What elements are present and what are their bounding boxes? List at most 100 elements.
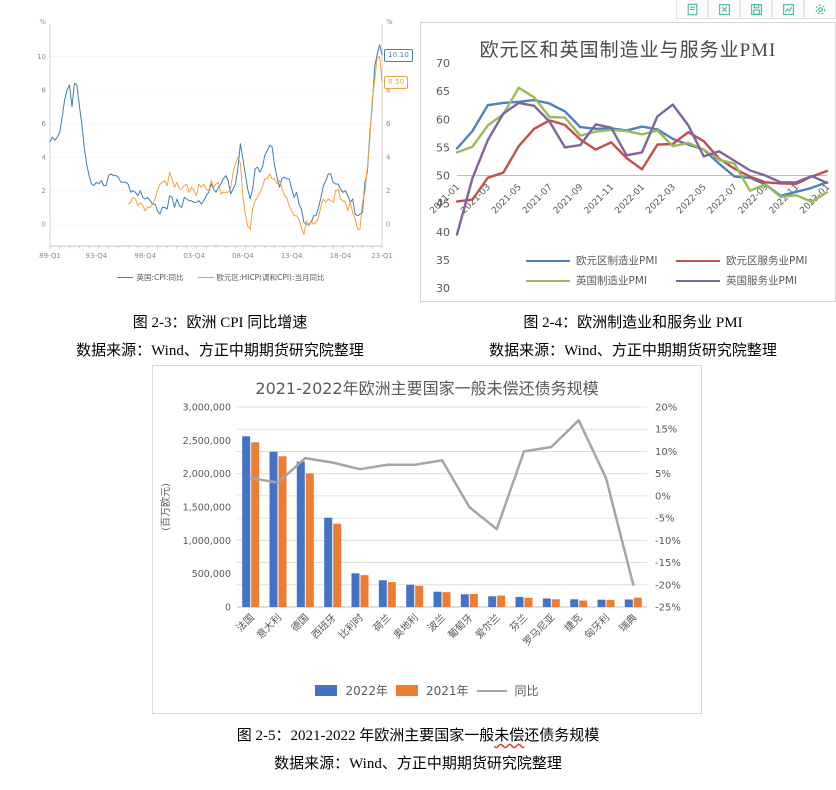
svg-text:0: 0: [386, 221, 390, 229]
fig25-caption: 图 2-5：2021-2022 年欧洲主要国家一般未偿还债务规模: [0, 724, 836, 745]
y2022-bar-swatch: [315, 685, 338, 696]
svg-text:8: 8: [42, 87, 46, 95]
svg-text:2,000,000: 2,000,000: [183, 469, 231, 480]
svg-text:2022-11: 2022-11: [768, 183, 802, 217]
svg-text:18-Q4: 18-Q4: [330, 252, 352, 260]
y2021-bar-swatch: [395, 685, 418, 696]
svg-text:1,000,000: 1,000,000: [183, 536, 231, 547]
legend-label: 欧元区制造业PMI: [576, 255, 658, 267]
svg-text:2021-11: 2021-11: [583, 183, 617, 217]
svg-text:0: 0: [42, 221, 46, 229]
svg-text:%: %: [39, 18, 46, 26]
svg-text:西班牙: 西班牙: [309, 612, 339, 642]
svg-text:匈牙利: 匈牙利: [582, 611, 612, 641]
excel-export-icon[interactable]: [708, 0, 740, 19]
svg-text:波兰: 波兰: [425, 611, 448, 634]
svg-text:2: 2: [42, 187, 46, 195]
svg-text:500,000: 500,000: [192, 569, 231, 580]
debt-legend: 2022年 2021年 同比: [153, 682, 701, 699]
fig25-caption-prefix: 图 2-5：2021-2022 年欧洲主要国家一般: [236, 728, 495, 744]
svg-text:4: 4: [386, 154, 391, 162]
svg-text:2,500,000: 2,500,000: [183, 436, 231, 447]
svg-text:65: 65: [436, 85, 450, 98]
svg-text:德国: 德国: [288, 611, 311, 634]
svg-text:2021-01: 2021-01: [428, 183, 462, 217]
svg-text:13-Q4: 13-Q4: [281, 252, 303, 260]
svg-text:意大利: 意大利: [254, 611, 284, 641]
fig25-caption-marked: 未偿: [494, 728, 525, 744]
svg-text:5%: 5%: [655, 469, 671, 480]
debt-chart-svg: 20% 15% 10% 5% 0% -5% -10% -15% -20% -25% 0 500,000…: [160, 403, 681, 649]
svg-text:30: 30: [436, 282, 450, 295]
legend-label: 同比: [514, 684, 539, 698]
uk-mfg-line-swatch: [526, 279, 570, 282]
legend-label: 欧元区:HICP(调和CPI):当月同比: [216, 273, 325, 282]
legend-item-eurozone-mfg: 欧元区制造业PMI: [526, 253, 676, 268]
fig24-source: 数据来源：Wind、方正中期期货研究院整理: [489, 343, 777, 359]
svg-text:8: 8: [386, 87, 390, 95]
edit-chart-icon[interactable]: [772, 0, 804, 19]
svg-text:2: 2: [386, 187, 390, 195]
svg-text:1,500,000: 1,500,000: [183, 503, 231, 514]
svg-text:葡萄牙: 葡萄牙: [445, 611, 475, 641]
legend-item-uk-svc: 英国服务业PMI: [676, 273, 826, 288]
eurozone-svc-line-swatch: [676, 259, 720, 262]
svg-text:-10%: -10%: [655, 536, 681, 547]
cpi-chart-svg: 00224466881010%%89-Q193-Q498-Q403-Q408-Q…: [37, 18, 395, 260]
svg-text:法国: 法国: [233, 611, 256, 634]
svg-text:2022-07: 2022-07: [706, 183, 740, 217]
legend-item-eurozone-hicp: 欧元区:HICP(调和CPI):当月同比: [197, 272, 325, 283]
cpi-chart: 00224466881010%%89-Q193-Q498-Q403-Q408-Q…: [24, 16, 418, 298]
debt-chart-panel: 2021-2022年欧洲主要国家一般未偿还债务规模 20% 15% 10% 5% 0% -…: [152, 365, 702, 714]
svg-text:2021-07: 2021-07: [521, 183, 555, 217]
legend-label: 英国制造业PMI: [576, 275, 647, 287]
svg-text:15%: 15%: [655, 425, 677, 436]
cpi-end-label-eurozone: 8.50: [384, 75, 409, 89]
svg-text:爱尔兰: 爱尔兰: [472, 611, 502, 641]
legend-item-uk-mfg: 英国制造业PMI: [526, 273, 676, 288]
svg-text:-5%: -5%: [655, 514, 674, 525]
eurozone-mfg-line-swatch: [526, 259, 570, 262]
legend-item-eurozone-svc: 欧元区服务业PMI: [676, 253, 826, 268]
eurozone-hicp-line-swatch: [197, 277, 214, 278]
svg-text:3,000,000: 3,000,000: [183, 403, 231, 414]
pmi-chart-svg: 7065605550454035302021-012021-032021-052…: [428, 57, 832, 295]
svg-text:2021-05: 2021-05: [490, 183, 524, 217]
legend-label: 英国服务业PMI: [726, 275, 797, 287]
svg-text:荷兰: 荷兰: [370, 611, 393, 634]
svg-text:03-Q4: 03-Q4: [183, 252, 205, 260]
svg-text:0: 0: [225, 603, 231, 614]
svg-text:2022-05: 2022-05: [675, 183, 709, 217]
settings-icon[interactable]: [804, 0, 836, 19]
svg-text:6: 6: [42, 120, 47, 128]
svg-text:40: 40: [436, 226, 450, 239]
svg-text:%: %: [386, 18, 393, 26]
fig23-caption: 图 2-3：欧洲 CPI 同比增速: [132, 315, 308, 331]
svg-text:2022-09: 2022-09: [737, 182, 771, 216]
svg-text:-15%: -15%: [655, 558, 681, 569]
pmi-chart-title: 欧元区和英国制造业与服务业PMI: [479, 40, 777, 61]
debt-chart-title: 2021-2022年欧洲主要国家一般未偿还债务规模: [255, 379, 599, 398]
svg-text:93-Q4: 93-Q4: [86, 252, 108, 260]
pmi-chart-panel: 欧元区和英国制造业与服务业PMI 70 65 60 55 50 45 40 35 30 2021-…: [420, 22, 836, 302]
svg-text:98-Q4: 98-Q4: [134, 252, 156, 260]
fig23-source: 数据来源：Wind、方正中期期货研究院整理: [76, 343, 364, 359]
legend-label: 欧元区服务业PMI: [726, 255, 808, 267]
svg-text:35: 35: [436, 254, 450, 267]
svg-text:20%: 20%: [655, 403, 677, 414]
svg-text:2021-09: 2021-09: [552, 182, 586, 216]
chart-toolbar: [676, 0, 836, 19]
svg-text:4: 4: [42, 154, 47, 162]
svg-text:捷克: 捷克: [561, 611, 584, 634]
legend-label: 英国:CPI:同比: [136, 273, 184, 282]
fig25-source: 数据来源：Wind、方正中期期货研究院整理: [274, 756, 562, 772]
svg-text:89-Q1: 89-Q1: [39, 252, 61, 260]
svg-text:55: 55: [436, 141, 450, 154]
legend-label: 2021年: [425, 684, 469, 698]
legend-item-uk-cpi: 英国:CPI:同比: [117, 272, 184, 283]
copy-icon[interactable]: [676, 0, 708, 19]
svg-text:10: 10: [37, 53, 46, 61]
svg-text:-25%: -25%: [655, 603, 681, 614]
save-icon[interactable]: [740, 0, 772, 19]
